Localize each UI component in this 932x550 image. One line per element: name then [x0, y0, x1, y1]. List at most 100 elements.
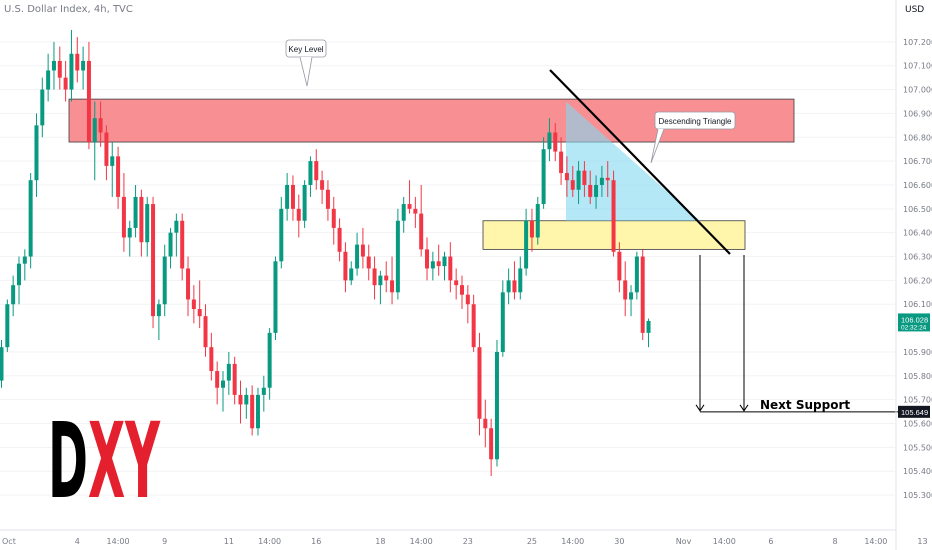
candle-body	[238, 394, 243, 405]
candle-body	[191, 299, 196, 310]
candle-body	[425, 249, 430, 269]
candle-body	[197, 309, 202, 317]
current-price-value: 106.028	[901, 315, 928, 324]
triangle-label: Descending Triangle	[659, 117, 732, 126]
overlays: Next Support Key Level Descending Triangle…	[48, 39, 900, 522]
candle-body	[459, 285, 464, 295]
candle-body	[168, 232, 173, 257]
time-axis[interactable]: Oct 4 14:00 9 11 14:00 16 18 14:00 23 25 14:00 30 Nov…	[0, 529, 928, 546]
time-tick-label: 14:00	[410, 537, 433, 546]
candle-body	[261, 387, 266, 395]
price-axis[interactable]: 107.200 107.100 107.000 106.900 106.800 106.7…	[895, 0, 932, 550]
candle-body	[151, 204, 156, 317]
price-tick-label: 106.200	[903, 276, 932, 285]
candle-body	[349, 268, 354, 281]
candle-body	[355, 244, 360, 269]
candle-body	[255, 394, 260, 429]
candle-body	[512, 280, 517, 293]
candle-body	[139, 196, 144, 243]
candle-body	[22, 256, 27, 264]
candle-body	[634, 256, 639, 293]
candle-body	[640, 256, 645, 333]
candle-body	[559, 151, 564, 174]
down-arrow-head	[695, 404, 705, 412]
candle-body	[81, 60, 86, 71]
descending-trendline	[549, 69, 731, 255]
price-tick-label: 105.300	[903, 491, 932, 500]
price-tick-label: 106.400	[903, 229, 932, 238]
candle-body	[16, 263, 21, 286]
price-tick-label: 107.200	[903, 38, 932, 47]
time-tick-label: Nov	[676, 537, 692, 546]
time-tick-label: 23	[463, 537, 473, 546]
candle-body	[121, 196, 126, 238]
time-tick-label: Oct	[2, 537, 16, 546]
candle-body	[5, 304, 10, 348]
next-support-label: Next Support	[760, 398, 850, 412]
candle-body	[127, 227, 132, 238]
candle-body	[599, 177, 604, 185]
time-tick-label: 14:00	[713, 537, 736, 546]
candle-body	[401, 204, 406, 221]
candle-body	[500, 292, 505, 352]
candle-body	[116, 156, 121, 197]
candle-body	[69, 53, 74, 90]
candle-body	[617, 251, 622, 281]
candle-body	[145, 204, 150, 243]
candle-body	[407, 204, 412, 209]
candle-body	[378, 275, 383, 286]
price-tick-label: 106.100	[903, 300, 932, 309]
candle-body	[51, 60, 56, 71]
candle-body	[390, 280, 395, 293]
candle-body	[384, 275, 389, 281]
candle-body	[46, 70, 51, 90]
candle-body	[302, 184, 307, 221]
triangle-callout-tail	[650, 128, 665, 164]
currency-label: USD	[905, 5, 925, 15]
candle-body	[395, 220, 400, 293]
candle-body	[471, 304, 476, 348]
candle-body	[0, 347, 4, 381]
candle-body	[75, 53, 80, 71]
candle-body	[232, 363, 237, 395]
triangle-callout	[654, 111, 736, 130]
price-tick-label: 105.600	[903, 420, 932, 429]
candle-body	[244, 394, 249, 405]
candle-body	[156, 304, 161, 317]
candle-body	[86, 60, 91, 143]
candle-body	[28, 180, 33, 257]
watermark-xy: XY	[88, 400, 161, 522]
candle-body	[553, 132, 558, 152]
candle-body	[529, 220, 534, 238]
candle-body	[174, 220, 179, 233]
key-level-callout-tail	[299, 56, 313, 87]
candle-body	[611, 180, 616, 252]
candle-body	[419, 213, 424, 250]
support-price-value: 105.649	[901, 408, 928, 417]
candle-body	[186, 268, 191, 300]
candle-body	[442, 256, 447, 267]
candle-body	[448, 256, 453, 281]
candle-body	[436, 261, 441, 267]
candle-body	[494, 351, 499, 460]
candle-body	[285, 184, 290, 209]
candle-body	[454, 280, 459, 286]
price-tick-label: 107.100	[903, 62, 932, 71]
candle-body	[489, 428, 494, 460]
time-tick-label: 4	[75, 537, 80, 546]
candle-body	[110, 156, 115, 166]
dxy-watermark: DXY	[48, 400, 161, 522]
price-tick-label: 106.800	[903, 133, 932, 142]
candle-body	[104, 132, 109, 166]
candle-body	[524, 220, 529, 269]
price-tick-label: 106.900	[903, 109, 932, 118]
countdown-value: 02:32:24	[901, 324, 927, 331]
time-tick-label: 14:00	[561, 537, 584, 546]
symbol-title: U.S. Dollar Index, 4h, TVC	[4, 4, 133, 15]
candle-body	[547, 132, 552, 150]
support-price-tag	[898, 405, 930, 418]
candle-body	[250, 394, 255, 429]
candle-body	[605, 177, 610, 181]
candle-body	[576, 170, 581, 190]
